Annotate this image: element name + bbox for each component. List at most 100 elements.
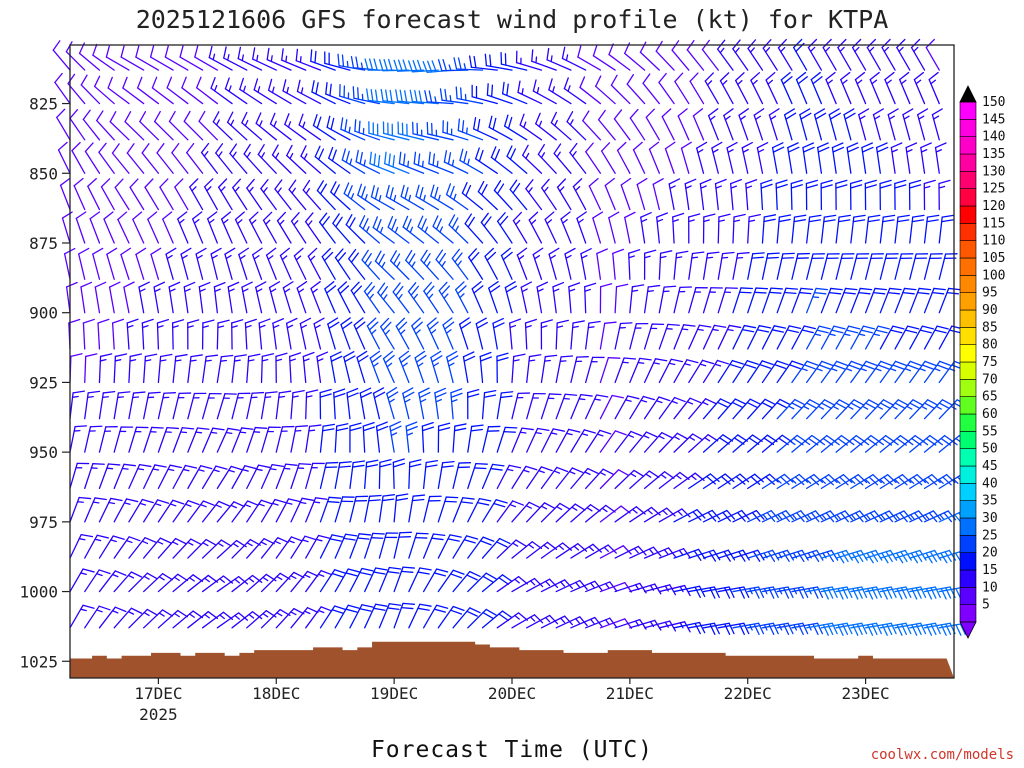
wind-barb [894,586,927,600]
wind-barb [629,108,646,141]
colorbar-swatch [959,205,977,224]
wind-barb [658,621,691,633]
wind-barb [597,109,616,141]
wind-barb [747,252,765,280]
wind-barb [864,474,897,490]
wind-barb [923,399,954,420]
wind-barb [481,610,513,629]
wind-barb [241,111,263,141]
wind-barb [290,535,317,559]
wind-barb [372,216,395,244]
wind-barb [791,325,816,350]
y-tick-label: 850 [29,164,58,183]
wind-barb [260,426,281,453]
wind-barb [293,247,307,280]
wind-barb [265,247,277,280]
wind-barb [588,177,602,211]
wind-barb [420,249,439,280]
wind-barb [585,356,605,384]
wind-barb [920,142,932,174]
wind-barb [166,76,189,105]
y-tick-label: 1000 [19,583,58,602]
wind-barb [402,387,415,420]
wind-barb [82,318,95,350]
wind-barb [120,247,132,280]
wind-barb [302,179,322,211]
wind-barb [467,424,484,453]
wind-barb [732,252,750,280]
x-tick-label: 23DEC [842,684,890,703]
wind-barb [378,458,392,490]
wind-barb [643,396,671,420]
colorbar-swatch [959,413,977,432]
wind-barb [174,178,189,211]
wind-barb [180,247,192,280]
wind-barb [620,177,632,211]
wind-barb [368,121,395,141]
wind-barb [717,509,750,523]
wind-barb [902,108,914,141]
wind-barb [526,392,546,420]
wind-barb [428,151,454,174]
wind-barb [354,119,381,141]
wind-barb [437,569,465,593]
wind-barb [69,568,95,593]
wind-barb [500,52,528,71]
wind-barb [408,494,426,523]
wind-barb [372,387,386,420]
wind-barb [275,352,288,384]
wind-barb [585,142,602,174]
wind-barb [138,281,150,314]
wind-barb [276,211,292,244]
wind-barb [828,108,841,141]
wind-barb [835,586,868,600]
wind-barb [629,431,658,453]
wind-barb [141,318,154,350]
colorbar-swatch [959,309,977,328]
wind-barb [151,76,174,105]
wind-barb [171,142,189,174]
wind-barb [604,177,616,211]
wind-barb [717,251,735,280]
wind-barb [94,281,107,314]
wind-barb [113,498,139,523]
wind-barb [717,213,731,244]
wind-barb [69,604,95,629]
wind-barb [471,84,498,105]
wind-barb [98,390,116,420]
wind-barb [260,391,278,420]
wind-barb [84,569,111,593]
wind-barb [896,38,911,71]
wind-barb [884,71,896,105]
wind-barb [689,72,705,105]
wind-barb [750,72,764,105]
wind-barb [362,421,375,453]
wind-barb [560,211,572,244]
wind-barb [869,71,881,105]
colorbar-label: 45 [982,459,998,474]
wind-barb [790,179,803,211]
wind-barb [481,425,501,453]
wind-barb [92,43,115,71]
wind-barb [658,508,691,523]
wind-barb [201,427,225,453]
wind-barb [98,606,127,629]
wind-barb [402,215,425,244]
wind-barb [84,353,98,384]
wind-barb [802,142,815,174]
wind-barb [496,426,518,453]
wind-barb [172,610,204,629]
wind-barb [98,497,123,523]
wind-barb [457,118,484,141]
wind-barb [224,247,236,280]
wind-barb [328,146,351,174]
wind-barb [216,501,245,523]
wind-barb [820,510,853,523]
wind-barb [442,317,455,350]
colorbar-swatch [959,361,977,380]
wind-barb [835,360,863,384]
wind-barb [643,323,665,350]
wind-barb [762,39,778,71]
wind-barb [717,359,744,384]
wind-barb [312,114,336,141]
